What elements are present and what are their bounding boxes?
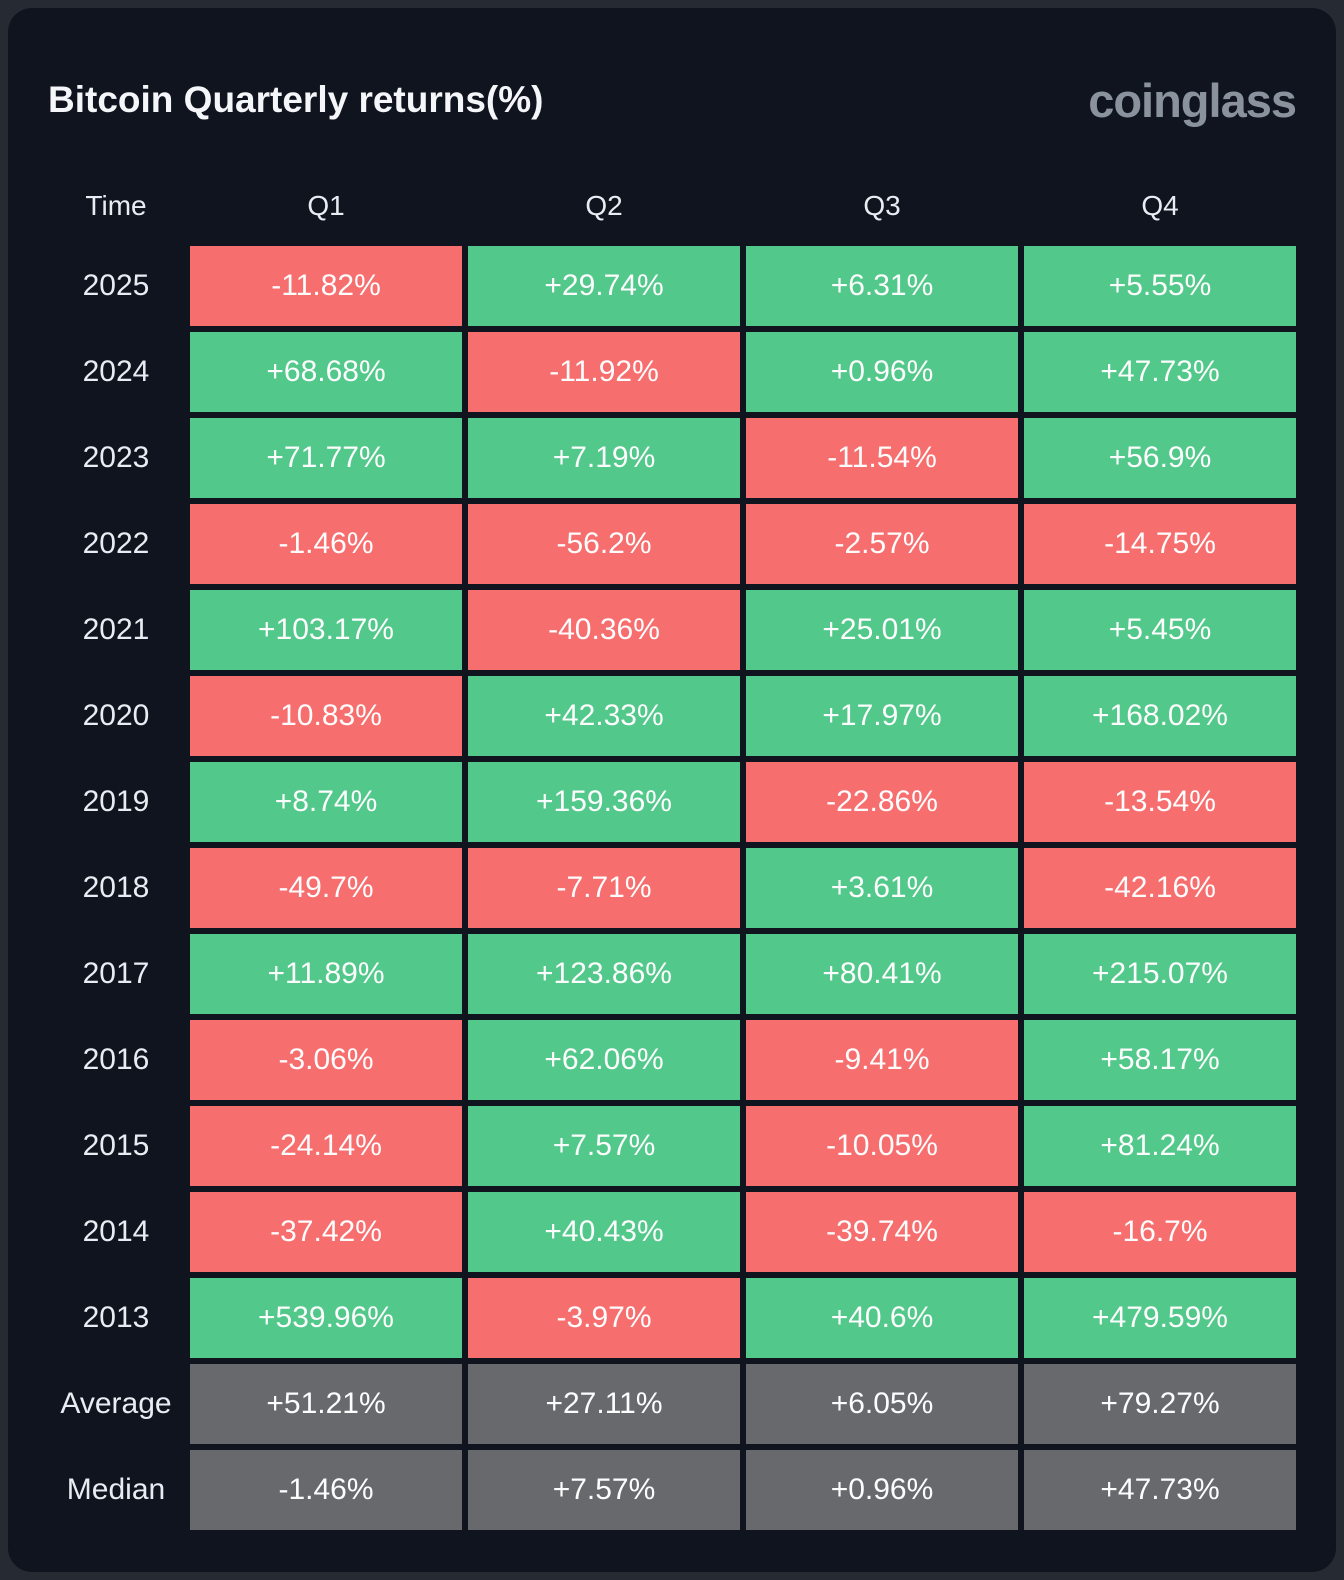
return-cell-2014-q3: -39.74% xyxy=(746,1192,1018,1272)
row-label-2019: 2019 xyxy=(82,785,150,818)
return-cell-2025-q2: +29.74% xyxy=(468,246,740,326)
return-cell-2018-q2: -7.71% xyxy=(468,848,740,928)
return-cell-2018-q4: -42.16% xyxy=(1024,848,1296,928)
row-label-2017: 2017 xyxy=(82,957,150,990)
return-cell-2023-q3: -11.54% xyxy=(746,418,1018,498)
return-cell-2022-q3: -2.57% xyxy=(746,504,1018,584)
return-cell-2016-q2: +62.06% xyxy=(468,1020,740,1100)
return-cell-2016-q4: +58.17% xyxy=(1024,1020,1296,1100)
return-cell-median-q2: +7.57% xyxy=(468,1450,740,1530)
row-label-2021: 2021 xyxy=(82,613,150,646)
return-cell-2014-q2: +40.43% xyxy=(468,1192,740,1272)
return-cell-2015-q1: -24.14% xyxy=(190,1106,462,1186)
return-cell-2020-q3: +17.97% xyxy=(746,676,1018,756)
return-cell-2021-q2: -40.36% xyxy=(468,590,740,670)
return-cell-2023-q2: +7.19% xyxy=(468,418,740,498)
return-cell-2018-q1: -49.7% xyxy=(190,848,462,928)
return-cell-2017-q1: +11.89% xyxy=(190,934,462,1014)
return-cell-2013-q4: +479.59% xyxy=(1024,1278,1296,1358)
return-cell-2013-q2: -3.97% xyxy=(468,1278,740,1358)
column-header-time: Time xyxy=(85,190,147,221)
return-cell-average-q2: +27.11% xyxy=(468,1364,740,1444)
return-cell-2015-q4: +81.24% xyxy=(1024,1106,1296,1186)
row-label-2013: 2013 xyxy=(82,1301,150,1334)
row-label-2022: 2022 xyxy=(82,527,150,560)
return-cell-2017-q3: +80.41% xyxy=(746,934,1018,1014)
row-label-2025: 2025 xyxy=(82,269,150,302)
row-label-median: Median xyxy=(66,1473,166,1506)
return-cell-2015-q3: -10.05% xyxy=(746,1106,1018,1186)
return-cell-2025-q1: -11.82% xyxy=(190,246,462,326)
return-cell-2020-q4: +168.02% xyxy=(1024,676,1296,756)
return-cell-2014-q4: -16.7% xyxy=(1024,1192,1296,1272)
return-cell-2021-q1: +103.17% xyxy=(190,590,462,670)
return-cell-average-q4: +79.27% xyxy=(1024,1364,1296,1444)
return-cell-2020-q1: -10.83% xyxy=(190,676,462,756)
row-label-2023: 2023 xyxy=(82,441,150,474)
return-cell-2024-q2: -11.92% xyxy=(468,332,740,412)
return-cell-2022-q4: -14.75% xyxy=(1024,504,1296,584)
page-title: Bitcoin Quarterly returns(%) xyxy=(48,79,544,120)
return-cell-2021-q3: +25.01% xyxy=(746,590,1018,670)
return-cell-2019-q3: -22.86% xyxy=(746,762,1018,842)
return-cell-2024-q4: +47.73% xyxy=(1024,332,1296,412)
coinglass-logo: coinglass xyxy=(1088,73,1297,127)
row-label-2024: 2024 xyxy=(82,355,150,388)
quarterly-returns-card: Bitcoin Quarterly returns(%) coinglass T… xyxy=(8,8,1336,1572)
return-cell-2023-q4: +56.9% xyxy=(1024,418,1296,498)
return-cell-2025-q4: +5.55% xyxy=(1024,246,1296,326)
return-cell-2017-q4: +215.07% xyxy=(1024,934,1296,1014)
return-cell-2021-q4: +5.45% xyxy=(1024,590,1296,670)
row-label-2016: 2016 xyxy=(82,1043,150,1076)
column-header-q4: Q4 xyxy=(1141,190,1179,221)
return-cell-2024-q3: +0.96% xyxy=(746,332,1018,412)
return-cell-2024-q1: +68.68% xyxy=(190,332,462,412)
row-label-2015: 2015 xyxy=(82,1129,150,1162)
row-label-2018: 2018 xyxy=(82,871,150,904)
return-cell-2013-q3: +40.6% xyxy=(746,1278,1018,1358)
return-cell-2016-q3: -9.41% xyxy=(746,1020,1018,1100)
return-cell-average-q3: +6.05% xyxy=(746,1364,1018,1444)
return-cell-2019-q1: +8.74% xyxy=(190,762,462,842)
return-cell-2020-q2: +42.33% xyxy=(468,676,740,756)
return-cell-2016-q1: -3.06% xyxy=(190,1020,462,1100)
return-cell-2013-q1: +539.96% xyxy=(190,1278,462,1358)
return-cell-2018-q3: +3.61% xyxy=(746,848,1018,928)
card-header: Bitcoin Quarterly returns(%) coinglass xyxy=(48,72,1297,128)
return-cell-2025-q3: +6.31% xyxy=(746,246,1018,326)
return-cell-2023-q1: +71.77% xyxy=(190,418,462,498)
return-cell-median-q1: -1.46% xyxy=(190,1450,462,1530)
row-label-2020: 2020 xyxy=(82,699,150,732)
row-label-average: Average xyxy=(60,1387,172,1420)
return-cell-average-q1: +51.21% xyxy=(190,1364,462,1444)
return-cell-2019-q2: +159.36% xyxy=(468,762,740,842)
row-label-2014: 2014 xyxy=(82,1215,150,1248)
return-cell-2017-q2: +123.86% xyxy=(468,934,740,1014)
return-cell-median-q4: +47.73% xyxy=(1024,1450,1296,1530)
return-cell-2015-q2: +7.57% xyxy=(468,1106,740,1186)
column-header-q2: Q2 xyxy=(585,190,623,221)
return-cell-2022-q1: -1.46% xyxy=(190,504,462,584)
return-cell-2022-q2: -56.2% xyxy=(468,504,740,584)
column-header-q1: Q1 xyxy=(307,190,345,221)
return-cell-2014-q1: -37.42% xyxy=(190,1192,462,1272)
column-header-q3: Q3 xyxy=(863,190,901,221)
return-cell-median-q3: +0.96% xyxy=(746,1450,1018,1530)
return-cell-2019-q4: -13.54% xyxy=(1024,762,1296,842)
returns-table: Time Q1 Q2 Q3 Q4 2025 -11.82% +29.74% +6.31% +5.5… xyxy=(48,184,1296,1530)
